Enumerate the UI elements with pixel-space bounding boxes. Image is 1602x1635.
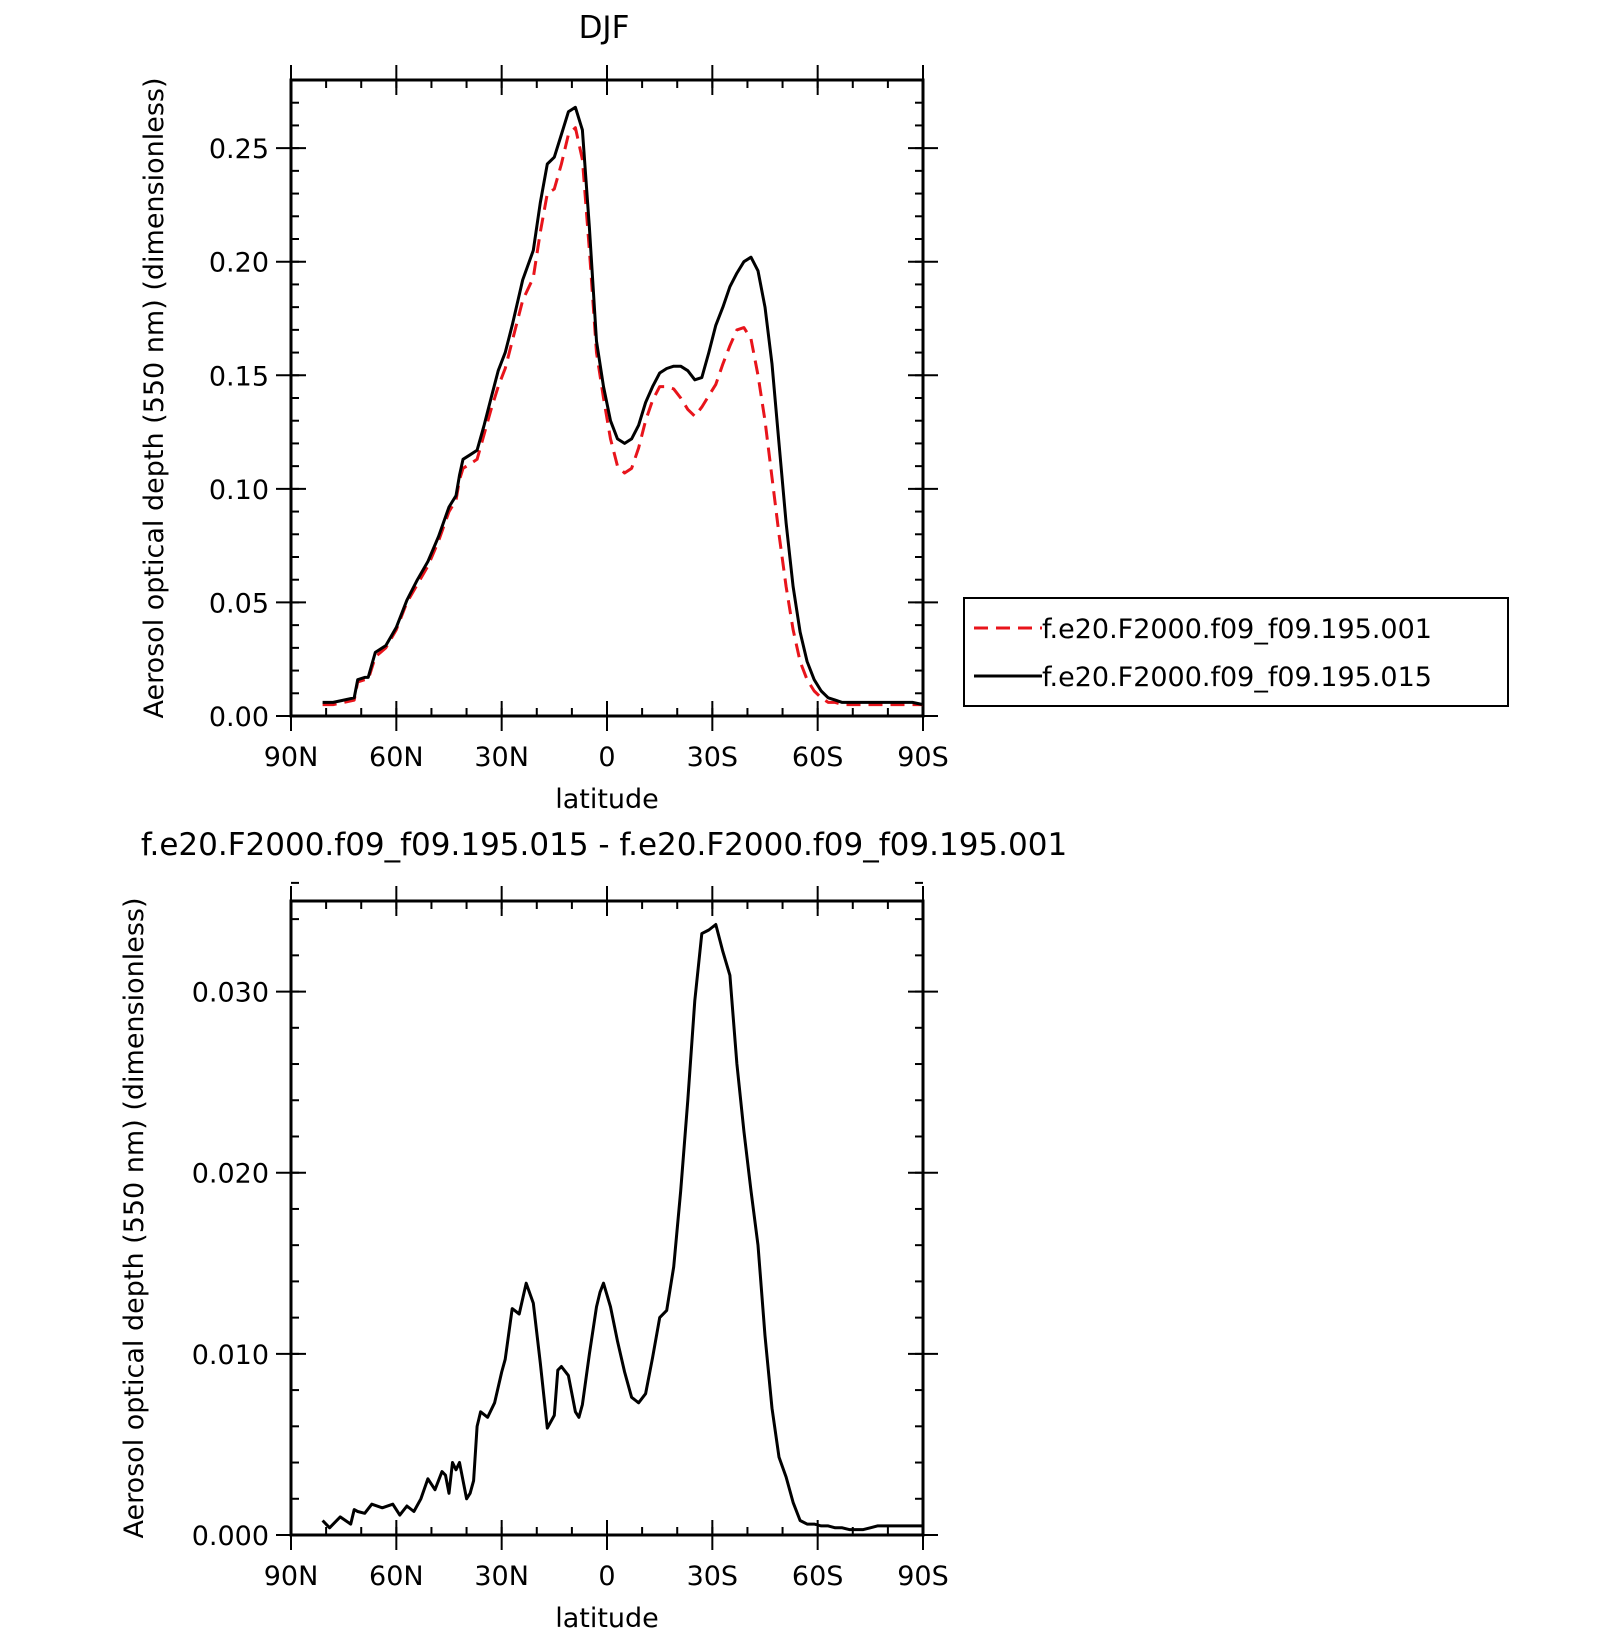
x-tick-label: 60S	[792, 742, 844, 773]
x-axis-label: latitude	[555, 1603, 659, 1634]
legend-box	[963, 597, 1509, 707]
y-tick-label: 0.15	[209, 361, 269, 392]
x-tick-label: 0	[598, 1561, 615, 1592]
y-tick-label: 0.030	[192, 978, 269, 1009]
x-tick-label: 90N	[264, 742, 319, 773]
plot-frame	[289, 899, 925, 1537]
y-tick-label: 0.000	[192, 1521, 269, 1552]
legend-label: f.e20.F2000.f09_f09.195.015	[1042, 662, 1432, 693]
x-tick-label: 30N	[474, 1561, 529, 1592]
y-tick-label: 0.25	[209, 134, 269, 165]
y-tick-label: 0.05	[209, 588, 269, 619]
y-axis-label: Aerosol optical depth (550 nm) (dimensio…	[139, 77, 170, 718]
y-tick-label: 0.00	[209, 702, 269, 733]
chart-title: DJF	[579, 10, 630, 46]
y-tick-label: 0.20	[209, 248, 269, 279]
x-axis-label: latitude	[555, 784, 659, 815]
y-tick-label: 0.020	[192, 1159, 269, 1190]
legend-label: f.e20.F2000.f09_f09.195.001	[1042, 614, 1432, 645]
panel-difference: 90N 60N 30N 0 30S 60S 90S 0.000 0.010 0.020 0.030 l…	[119, 827, 1067, 1634]
y-axis-label: Aerosol optical depth (550 nm) (dimensio…	[119, 897, 150, 1538]
x-tick-label: 90N	[264, 1561, 319, 1592]
x-tick-label: 30S	[687, 1561, 739, 1592]
x-tick-label: 60N	[369, 1561, 424, 1592]
chart-title: f.e20.F2000.f09_f09.195.015 - f.e20.F200…	[141, 827, 1067, 863]
series-line-2	[322, 105, 924, 707]
y-tick-label: 0.010	[192, 1340, 269, 1371]
x-tick-label: 90S	[897, 742, 949, 773]
x-tick-label: 30S	[687, 742, 739, 773]
y-tick-label: 0.10	[209, 475, 269, 506]
series-line-1	[322, 126, 923, 707]
x-tick-label: 30N	[474, 742, 529, 773]
panel-djf: 90N 60N 30N 0 30S 60S 90S 0.00 0.05 0.10 0.15 0.20 0…	[139, 10, 1509, 815]
x-tick-label: 90S	[897, 1561, 949, 1592]
x-tick-label: 60N	[369, 742, 424, 773]
x-tick-label: 0	[598, 742, 615, 773]
x-tick-label: 60S	[792, 1561, 844, 1592]
series-line-1	[321, 923, 923, 1532]
